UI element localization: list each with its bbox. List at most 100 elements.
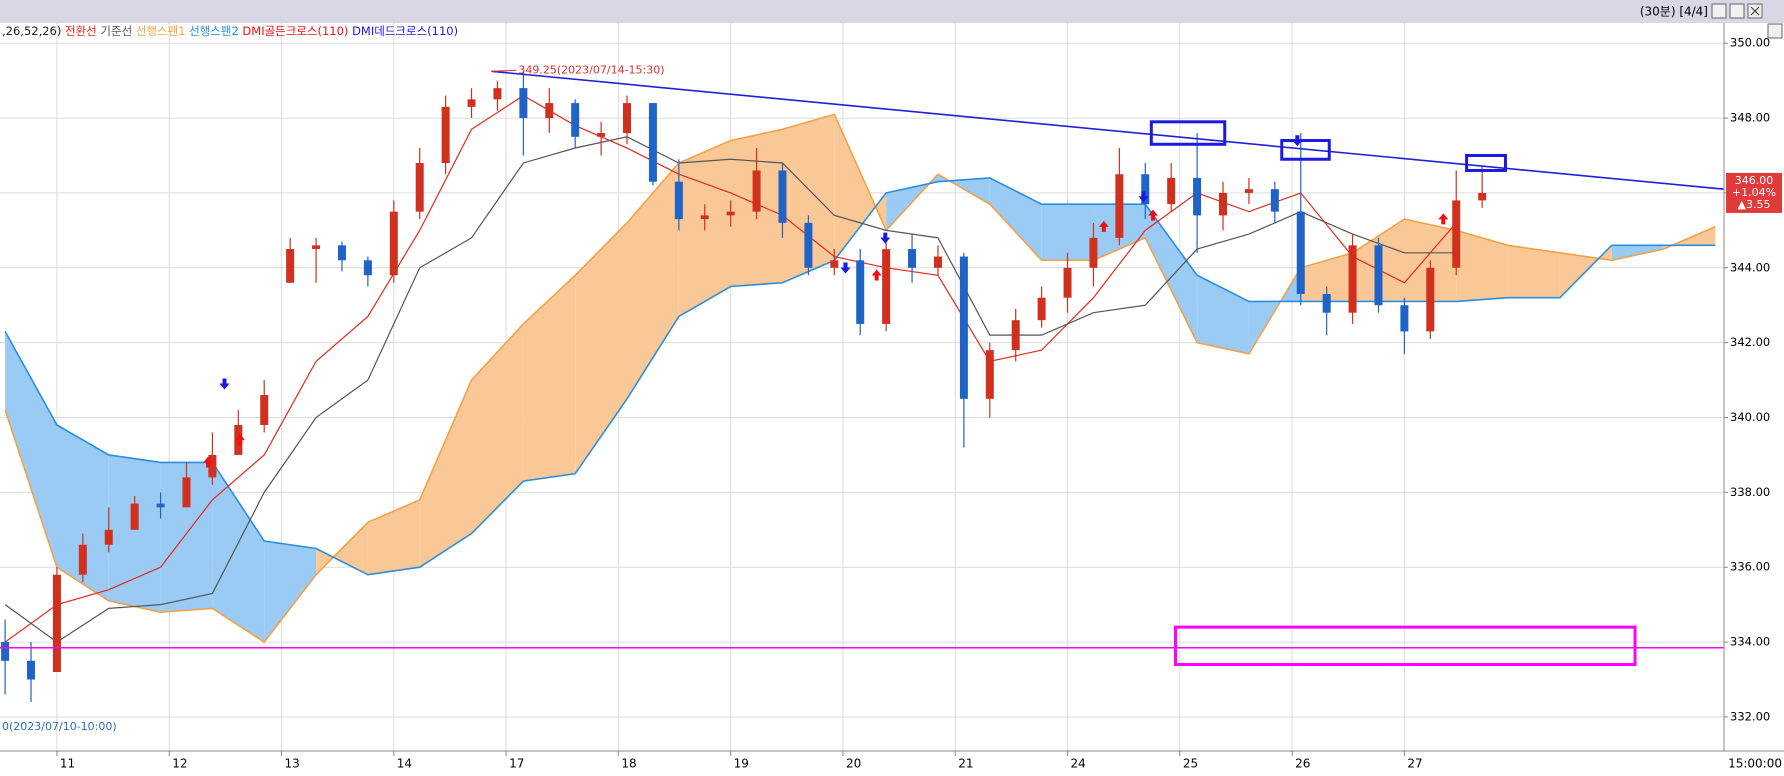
trend-line	[491, 70, 1725, 190]
candle-body	[700, 215, 709, 220]
y-tick-label: 338.00	[1730, 485, 1770, 499]
candle-body	[674, 181, 683, 220]
restore-button[interactable]	[1711, 3, 1727, 19]
candle-body	[908, 249, 917, 268]
x-end-label: 15:00:00	[1728, 757, 1782, 771]
candle-body	[1063, 267, 1072, 298]
x-tick-label: 24	[1071, 757, 1086, 771]
signal-arrow	[1438, 213, 1449, 225]
x-tick-label: 20	[846, 757, 861, 771]
candle-body	[1478, 192, 1487, 201]
cloud-area	[212, 462, 265, 643]
candle-body	[286, 249, 295, 283]
candle-body	[856, 260, 865, 324]
signal-arrow	[203, 456, 214, 468]
legend-entry: DMI데드크로스(110)	[352, 24, 458, 38]
candle-body	[778, 170, 787, 223]
candle-body	[1322, 293, 1331, 313]
low-label: 0(2023/07/10-10:00)	[2, 720, 117, 733]
candle-body	[52, 574, 61, 673]
cloud-area	[834, 114, 887, 261]
candle-body	[1270, 189, 1279, 212]
candle-body	[804, 222, 813, 268]
candle-body	[1089, 237, 1098, 268]
x-tick-label: 19	[734, 757, 749, 771]
candle-body	[726, 211, 735, 216]
candle-body	[104, 529, 113, 545]
candle-body	[1426, 267, 1435, 332]
plot-area: 349.25(2023/07/14-15:30)	[0, 23, 1725, 751]
candle-body	[208, 454, 217, 478]
legend-entry: 기준선	[100, 24, 132, 38]
signal-arrow	[880, 232, 891, 244]
cloud-area	[5, 331, 57, 568]
candle-body	[337, 245, 346, 261]
highlight-box	[1174, 625, 1637, 667]
y-tick-label: 344.00	[1730, 260, 1770, 274]
cloud-area	[1145, 204, 1198, 343]
cloud-line	[4, 113, 1716, 644]
x-tick-label: 18	[621, 757, 636, 771]
price-badge-change: ▲3.55	[1738, 198, 1771, 211]
cloud-area	[1611, 245, 1664, 261]
cloud-area	[523, 275, 576, 482]
legend-entry: DMI골든크로스(110)	[242, 24, 348, 38]
x-tick-label: 13	[285, 757, 300, 771]
candle-body	[1374, 245, 1383, 306]
candle-body	[1141, 174, 1150, 205]
candle-body	[933, 256, 942, 268]
highlight-box	[1465, 153, 1507, 172]
header-title: (30분) [4/4]	[1640, 5, 1708, 19]
candle-body	[648, 103, 657, 182]
y-tick-label: 336.00	[1730, 560, 1770, 574]
cloud-area	[782, 114, 835, 283]
candle-body	[985, 350, 994, 399]
cloud-area	[1197, 275, 1249, 354]
candle-body	[156, 503, 165, 508]
signal-arrow	[871, 269, 882, 281]
x-tick-label: 11	[60, 757, 75, 771]
candle-body	[130, 503, 139, 530]
candle-body	[27, 660, 36, 680]
highlight-box	[1149, 120, 1227, 146]
cloud-area	[989, 177, 1042, 261]
signal-arrow	[219, 378, 230, 390]
candle-body	[389, 211, 398, 276]
candle-body	[959, 256, 968, 399]
candle-body	[260, 395, 269, 425]
price-badge	[1726, 172, 1782, 213]
signal-arrow	[235, 434, 246, 446]
y-tick-label: 348.00	[1730, 111, 1770, 125]
cloud-area	[1041, 204, 1094, 261]
x-tick-label: 25	[1183, 757, 1198, 771]
candle-body	[545, 103, 554, 119]
trend-label-leader	[491, 69, 517, 72]
candle-body	[882, 249, 891, 324]
candle-body	[1037, 297, 1046, 321]
cloud-area	[419, 380, 472, 568]
maximize-button[interactable]	[1729, 3, 1745, 19]
x-tick-label: 14	[397, 757, 412, 771]
y-tick-label: 350.00	[1730, 36, 1770, 50]
cloud-area	[471, 323, 524, 534]
scale-button[interactable]	[1767, 23, 1783, 39]
candle-body	[597, 133, 606, 137]
y-tick-label: 342.00	[1730, 335, 1770, 349]
header-bar	[0, 0, 1784, 23]
cloud-area	[575, 222, 628, 474]
candle-body	[1452, 200, 1461, 268]
cloud-area	[1508, 245, 1560, 298]
candle-body	[363, 260, 372, 276]
candle-body	[182, 477, 191, 508]
x-tick-label: 17	[509, 757, 524, 771]
cloud-area	[1456, 230, 1509, 302]
y-tick-label: 332.00	[1730, 709, 1770, 723]
candle-body	[623, 103, 632, 134]
legend-entry: 전환선	[65, 24, 97, 38]
price-badge-value: 346.00	[1735, 174, 1774, 187]
cloud-area	[264, 541, 317, 643]
x-tick-label: 26	[1295, 757, 1310, 771]
signal-arrow	[1148, 209, 1159, 221]
candle-body	[441, 106, 450, 163]
